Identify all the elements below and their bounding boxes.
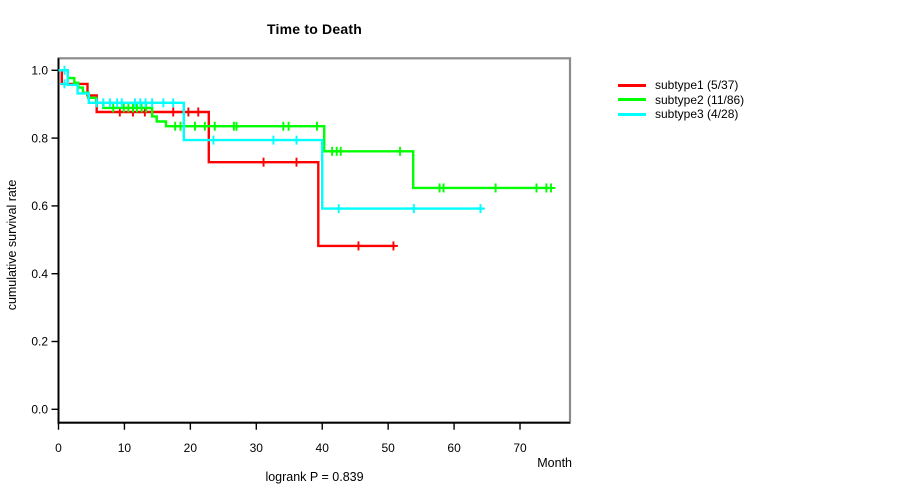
legend-item: subtype2 (11/86) bbox=[618, 93, 744, 108]
y-tick-label: 0.0 bbox=[31, 403, 48, 417]
x-tick-label: 50 bbox=[381, 441, 395, 455]
legend-label: subtype3 (4/28) bbox=[655, 107, 739, 122]
legend-line-swatch bbox=[618, 112, 646, 116]
y-tick-label: 0.6 bbox=[31, 199, 48, 213]
x-tick-label: 30 bbox=[250, 441, 264, 455]
legend-label: subtype1 (5/37) bbox=[655, 78, 739, 93]
y-tick-label: 0.8 bbox=[31, 131, 48, 145]
y-axis-label: cumulative survival rate bbox=[5, 179, 19, 311]
x-tick-label: 0 bbox=[55, 441, 62, 455]
x-tick-label: 70 bbox=[513, 441, 527, 455]
survival-curve bbox=[58, 69, 552, 190]
survival-curve bbox=[58, 69, 396, 248]
legend-line-swatch bbox=[618, 83, 646, 87]
series-2 bbox=[58, 69, 556, 193]
x-tick-label: 20 bbox=[184, 441, 198, 455]
legend-line-swatch bbox=[618, 98, 646, 102]
y-tick-label: 1.0 bbox=[31, 64, 48, 78]
x-axis-label: Month bbox=[537, 456, 572, 470]
x-axis-ticks: 0 10 20 30 40 50 60 70 bbox=[55, 422, 527, 455]
legend: subtype1 (5/37) subtype2 (11/86) subtype3 … bbox=[618, 78, 744, 122]
y-tick-label: 0.4 bbox=[31, 267, 48, 281]
survival-curve bbox=[58, 69, 484, 210]
censor-ticks bbox=[59, 65, 485, 214]
censor-ticks bbox=[115, 107, 398, 251]
x-tick-label: 60 bbox=[447, 441, 461, 455]
censor-ticks bbox=[108, 103, 556, 193]
legend-item: subtype1 (5/37) bbox=[618, 78, 744, 93]
legend-item: subtype3 (4/28) bbox=[618, 107, 744, 122]
y-axis-ticks: 0.0 0.2 0.4 0.6 0.8 1.0 bbox=[31, 64, 59, 417]
series-1 bbox=[58, 69, 398, 251]
logrank-annotation: logrank P = 0.839 bbox=[265, 470, 364, 484]
legend-label: subtype2 (11/86) bbox=[655, 92, 745, 107]
series-3 bbox=[58, 65, 485, 214]
y-tick-label: 0.2 bbox=[31, 335, 48, 349]
x-tick-label: 40 bbox=[316, 441, 330, 455]
x-tick-label: 10 bbox=[118, 441, 132, 455]
chart-title: Time to Death bbox=[267, 21, 362, 37]
